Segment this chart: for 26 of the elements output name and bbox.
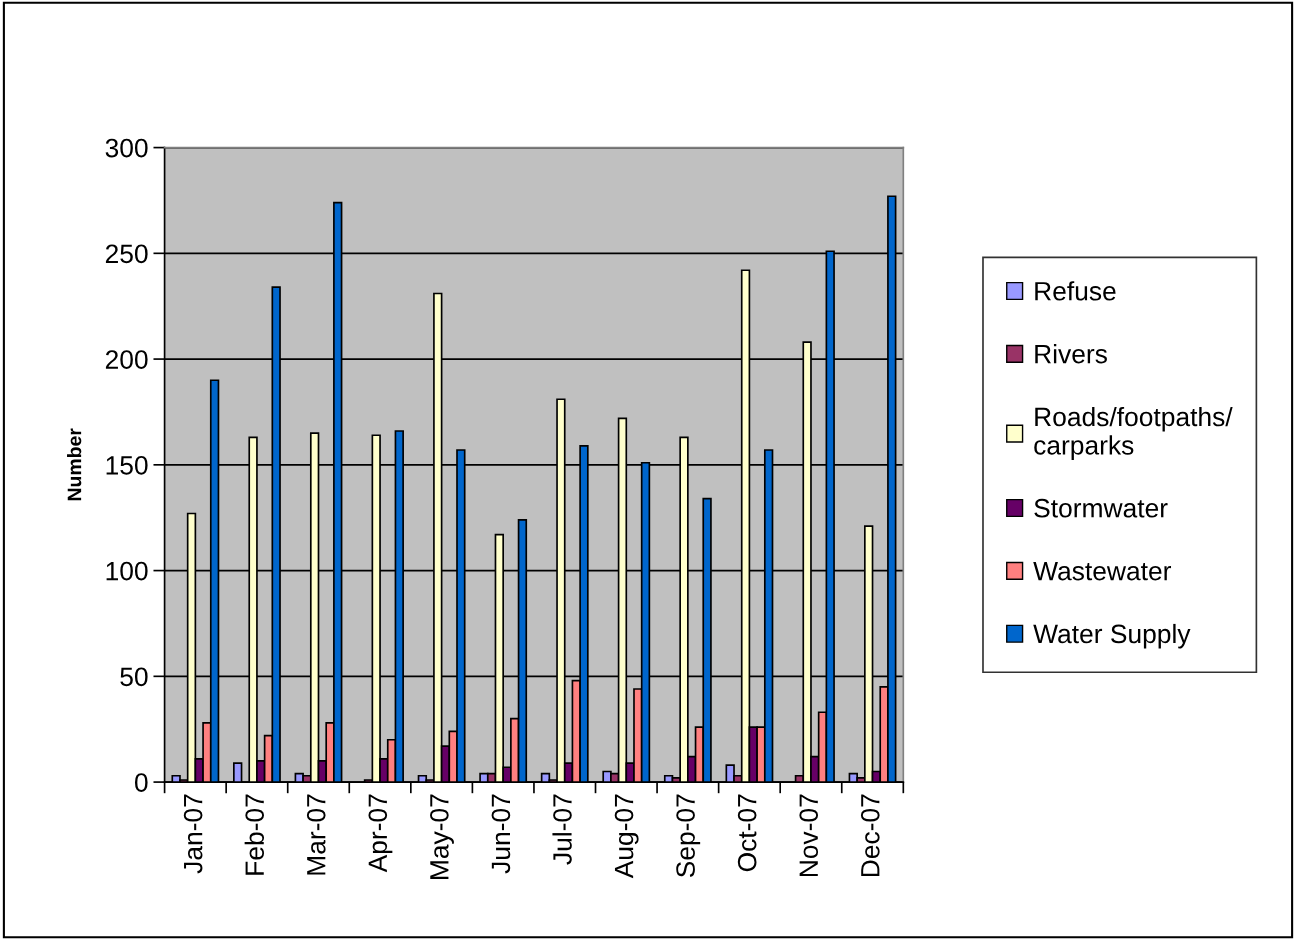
x-tick-label: Jul-07 [552,794,572,865]
y-tick-label: 200 [105,350,148,369]
legend-label: Water Supply [1033,623,1191,649]
legend-label: Stormwater [1034,498,1168,518]
legend-label: Refuse [1035,281,1116,301]
y-tick-label: 0 [134,773,148,792]
x-tick-label: May-07 [430,794,454,880]
x-tick-label: Feb-07 [244,794,265,875]
y-tick-label: 150 [106,455,148,475]
y-tick-label: 300 [105,138,148,158]
y-tick-label: 50 [120,667,148,687]
x-tick-label: Mar-07 [306,794,326,875]
x-tick-label: Sep-07 [676,794,701,878]
x-tick-label: Aug-07 [614,794,639,879]
legend-label: Roads/footpaths/carparks [1034,406,1233,460]
x-tick-label: Jun-07 [491,794,511,874]
y-tick-label: 250 [105,244,148,264]
y-axis-title: Number [67,428,82,501]
x-tick-label: Dec-07 [860,794,880,877]
y-tick-label: 100 [106,561,148,581]
x-tick-label: Nov-07 [799,794,819,877]
x-tick-label: Apr-07 [368,794,393,873]
x-tick-label: Jan-07 [183,794,203,874]
legend-label: Wastewater [1033,562,1172,581]
legend-label: Rivers [1035,344,1107,364]
x-tick-label: Oct-07 [737,794,757,872]
